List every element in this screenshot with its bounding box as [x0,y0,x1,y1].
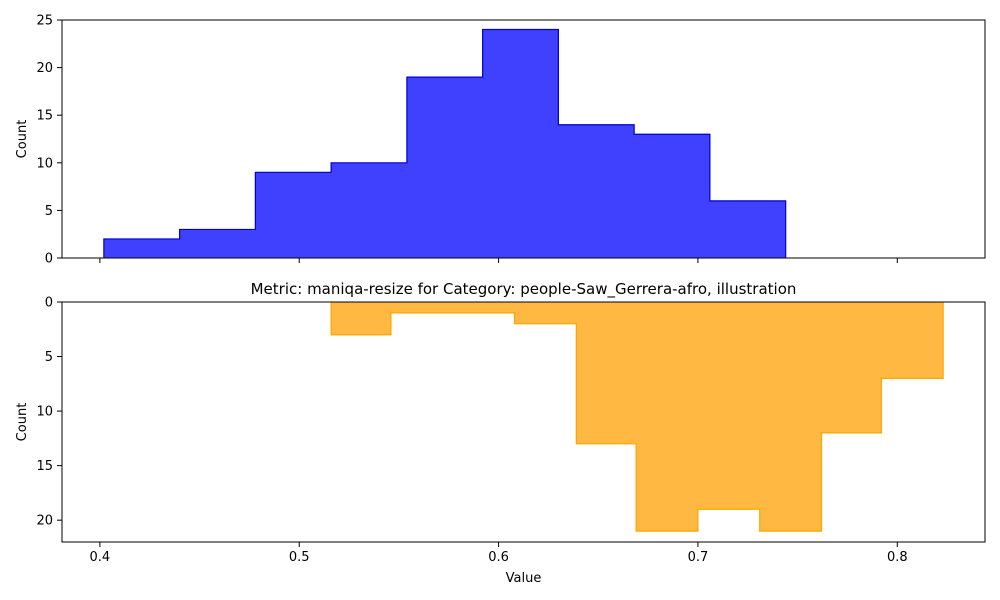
histogram-bar-2 [255,172,332,258]
histogram-bar-1 [390,302,454,313]
y-axis-label: Count [15,403,30,442]
plot-frame [61,19,986,259]
y-tick-label: 20 [36,61,53,76]
histogram-bar-7 [634,134,711,258]
top-histogram-panel: 0 5 10 15 20 25 Count [15,14,986,267]
histogram-bar-6 [697,302,761,510]
histogram-bar-8 [709,200,787,258]
histogram-bar-4 [406,77,484,259]
y-tick-label: 15 [36,109,53,124]
histogram-step-outline [103,28,787,258]
y-tick-label: 5 [45,204,53,219]
histogram-bar-4 [576,302,637,444]
histogram-bar-6 [558,124,635,258]
histogram-bar-3 [331,162,408,258]
histogram-bar-5 [636,302,699,532]
x-tick-label: 0.8 [887,550,908,565]
y-tick-label: 5 [45,350,53,365]
x-tick-label: 0.5 [289,550,310,565]
x-tick-label: 0.7 [688,550,709,565]
histogram-bar-8 [821,302,882,433]
histogram-bar-2 [452,302,515,313]
histogram-bar-1 [179,229,256,258]
y-tick-label: 10 [36,405,53,420]
y-tick-label: 0 [45,296,53,311]
histogram-bar-7 [759,302,822,532]
y-axis-label: Count [15,120,30,159]
plot-frame [61,301,986,543]
x-axis-label: Value [506,571,542,586]
y-tick-label: 10 [36,156,53,171]
y-tick-label: 15 [36,459,53,474]
bottom-histogram-panel: 0 5 10 15 20 0.4 0.5 0.6 0.7 0.8 Count Value Metric:… [15,280,986,586]
x-tick-label: 0.4 [90,550,111,565]
histogram-bar-0 [103,238,181,258]
histogram-bar-0 [331,302,392,335]
chart-title: Metric: maniqa-resize for Category: peop… [251,280,797,299]
histogram-bar-3 [514,302,577,324]
y-tick-label: 25 [36,14,53,29]
histogram-step-outline [330,302,944,532]
histogram-bar-9 [881,302,944,379]
y-tick-label: 20 [36,514,53,529]
y-tick-label: 0 [45,252,53,267]
x-tick-label: 0.6 [488,550,509,565]
histogram-bar-5 [482,29,559,258]
